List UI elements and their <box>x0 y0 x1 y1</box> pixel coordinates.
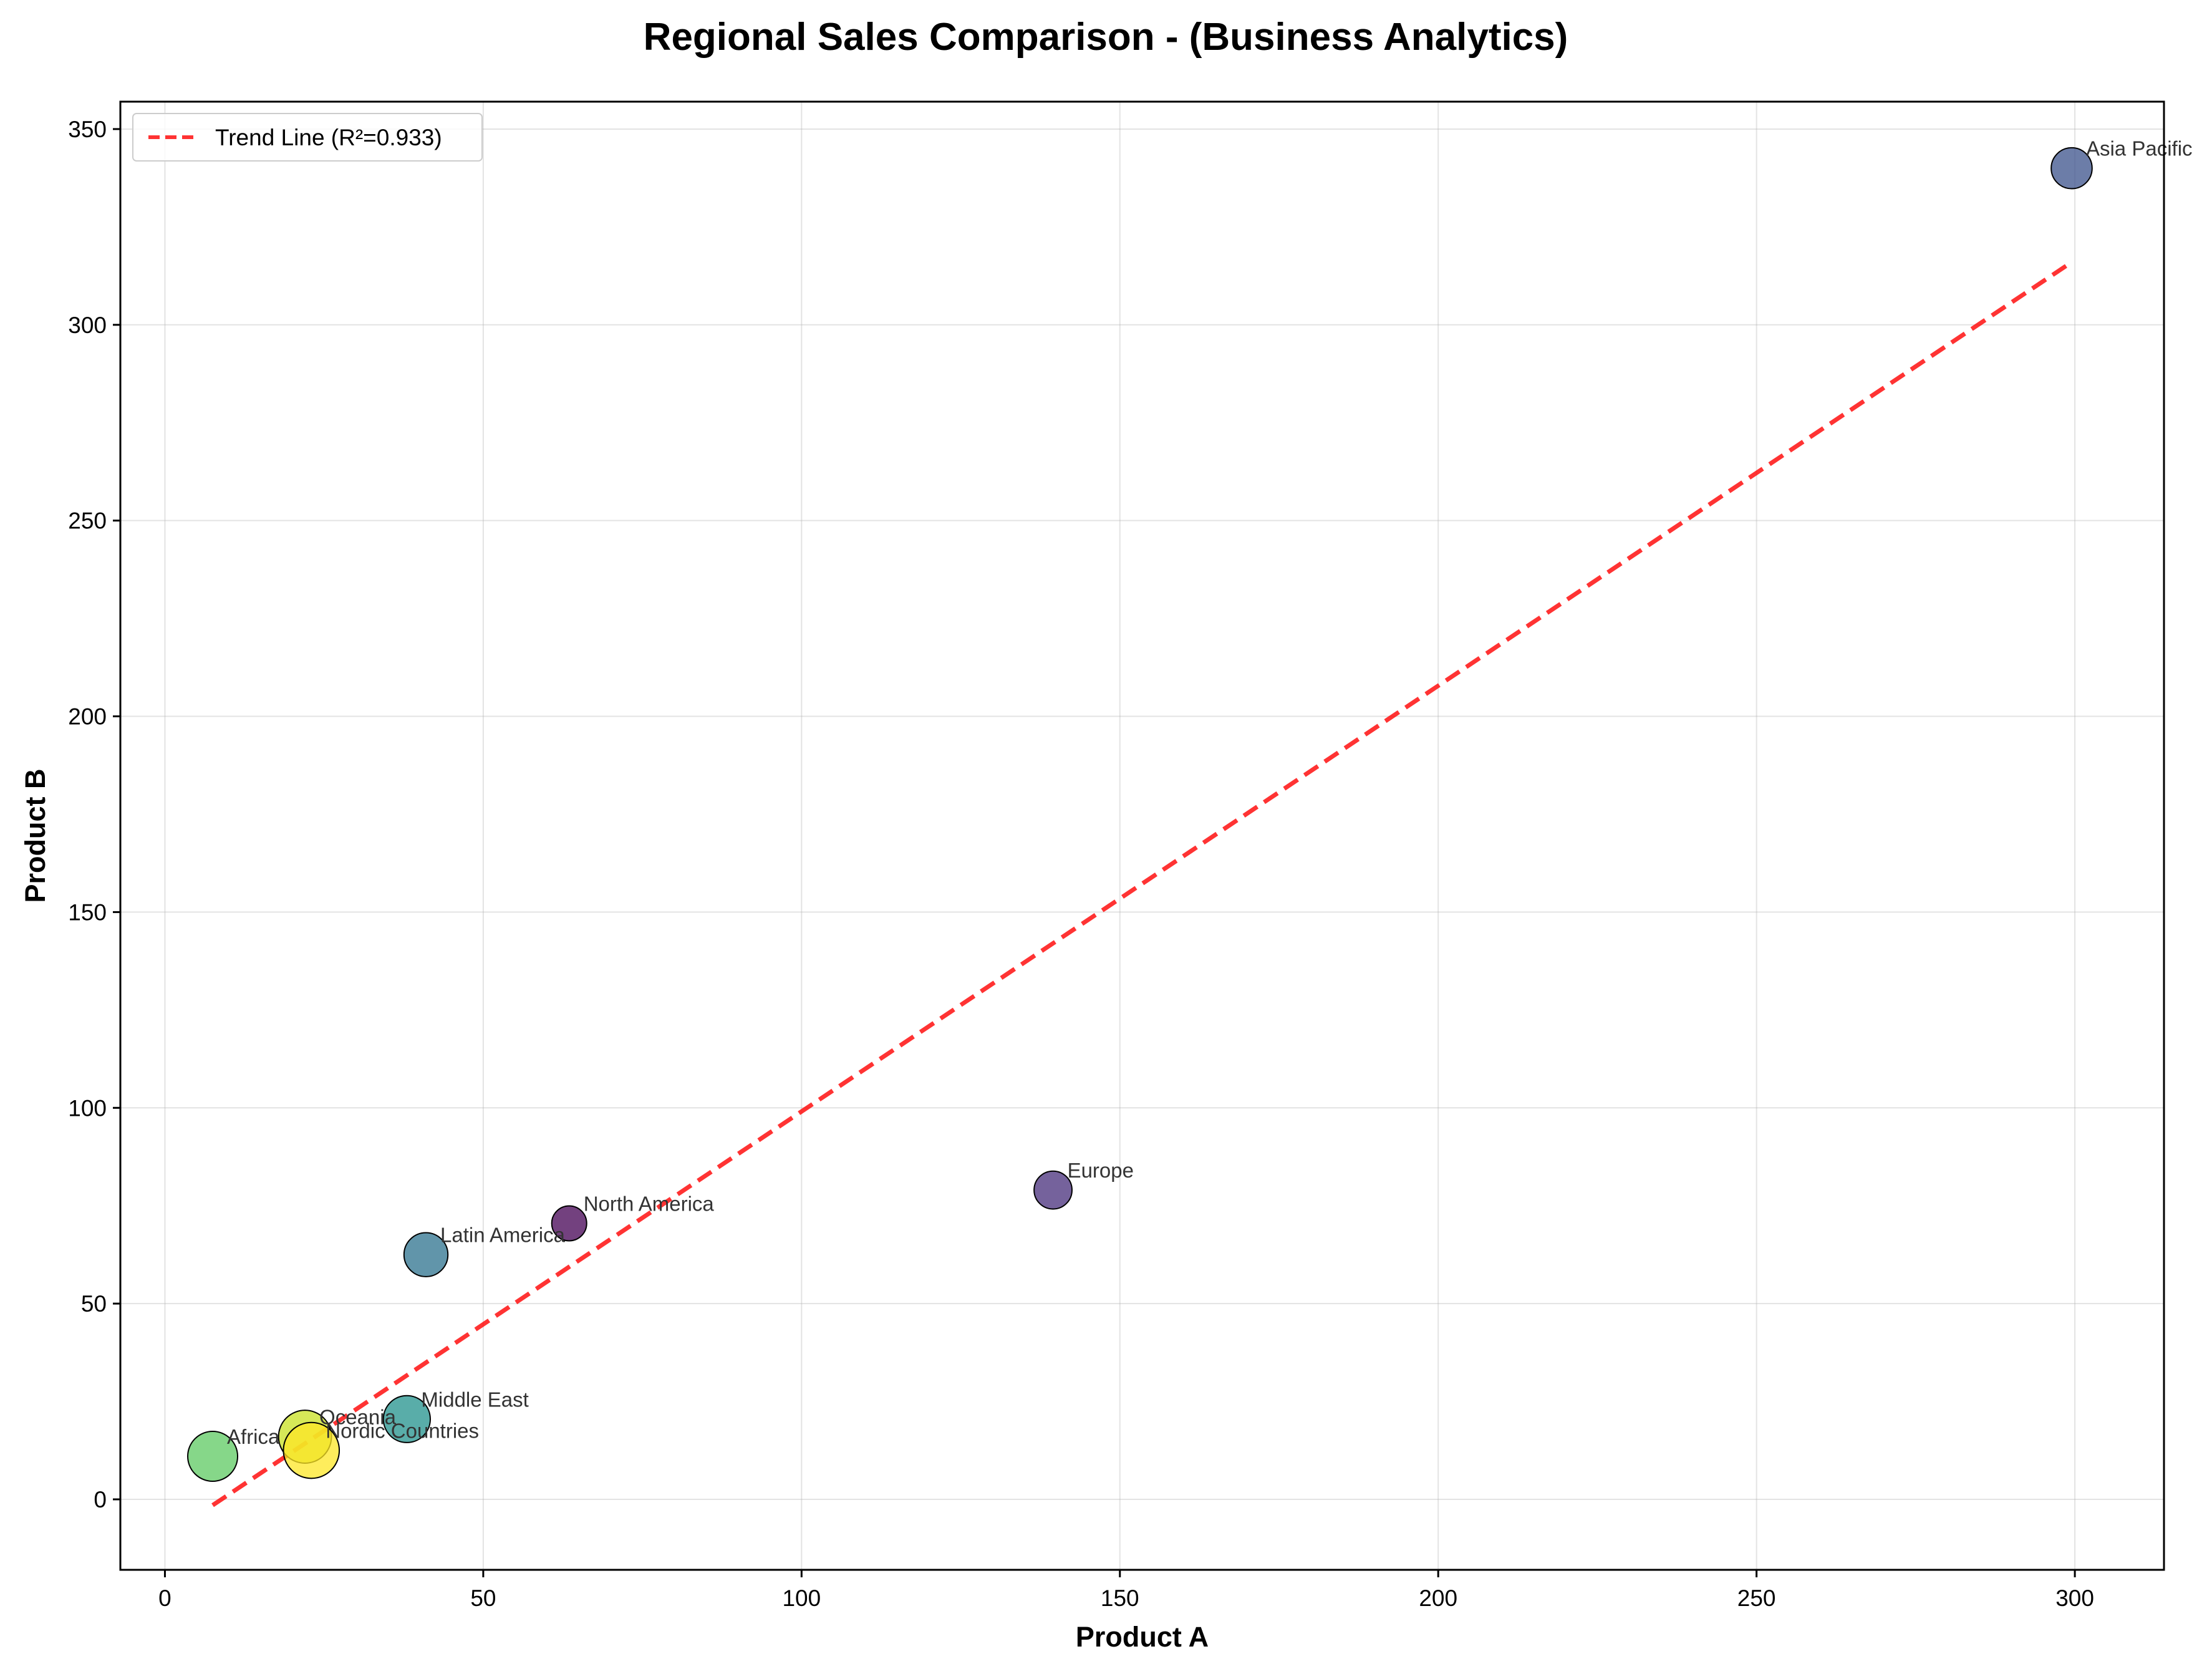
data-point <box>382 1395 431 1443</box>
x-axis-label: Product A <box>1076 1621 1209 1653</box>
x-tick-label: 0 <box>158 1585 171 1611</box>
y-tick-label: 350 <box>68 117 107 142</box>
trend-line-group <box>211 260 2073 1507</box>
point-label: Middle East <box>421 1388 528 1411</box>
data-point <box>403 1232 449 1277</box>
x-tick-label: 150 <box>1101 1585 1139 1611</box>
point-labels: North America Europe Asia Pacific Latin Ame… <box>227 137 2193 1448</box>
legend-trend-label: Trend Line (R²=0.933) <box>215 125 442 150</box>
data-points <box>187 147 2093 1482</box>
y-tick-label: 250 <box>68 508 107 534</box>
x-tick-label: 100 <box>782 1585 821 1611</box>
data-point <box>551 1205 587 1242</box>
y-tick-label: 100 <box>68 1095 107 1121</box>
x-tick-label: 250 <box>1737 1585 1776 1611</box>
x-tick-label: 200 <box>1419 1585 1457 1611</box>
point-label: Africa <box>227 1425 280 1448</box>
trend-line <box>211 260 2073 1507</box>
legend-box <box>132 113 483 162</box>
legend: Trend Line (R²=0.933) <box>132 113 483 162</box>
data-point <box>2050 147 2093 190</box>
plot-frame <box>119 100 2165 1571</box>
y-tick-label: 150 <box>68 899 107 925</box>
x-tick-label: 50 <box>470 1585 496 1611</box>
data-point <box>1033 1170 1073 1210</box>
point-label: Asia Pacific <box>2086 137 2193 160</box>
data-point <box>283 1421 340 1479</box>
point-label: Nordic Countries <box>326 1420 479 1443</box>
x-axis-ticks: 0 50 100 150 200 250 300 <box>158 1570 2094 1611</box>
data-point <box>187 1430 239 1482</box>
y-tick-label: 200 <box>68 704 107 730</box>
y-tick-label: 50 <box>81 1291 107 1317</box>
y-axis-label: Product B <box>19 768 51 902</box>
point-label: Latin America <box>440 1224 566 1247</box>
grid <box>120 102 2164 1570</box>
point-label: Oceania <box>319 1406 397 1429</box>
x-tick-label: 300 <box>2055 1585 2094 1611</box>
y-tick-label: 300 <box>68 312 107 338</box>
y-tick-label: 0 <box>94 1487 107 1512</box>
point-label: North America <box>584 1192 715 1215</box>
point-label: Europe <box>1068 1159 1134 1182</box>
chart-title: Regional Sales Comparison - (Business An… <box>644 16 1568 59</box>
y-axis-ticks: 0 50 100 150 200 250 300 350 <box>68 117 120 1512</box>
